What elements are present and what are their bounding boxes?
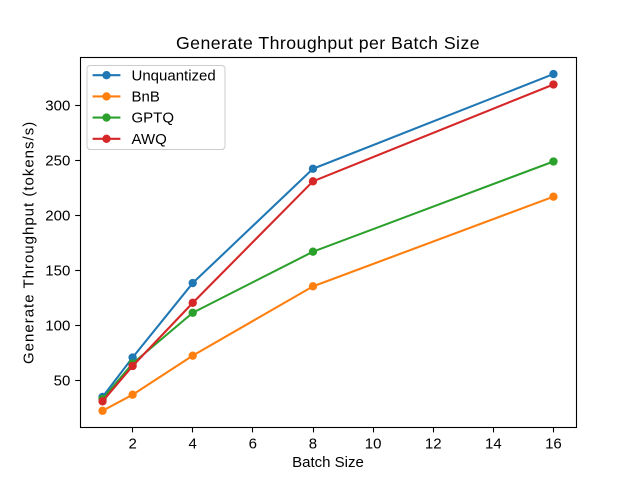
- svg-text:BnB: BnB: [132, 89, 160, 106]
- svg-text:6: 6: [249, 435, 257, 452]
- svg-text:Batch Size: Batch Size: [292, 454, 364, 471]
- svg-text:AWQ: AWQ: [132, 131, 167, 148]
- svg-text:2: 2: [128, 435, 136, 452]
- svg-text:100: 100: [45, 318, 70, 335]
- svg-text:14: 14: [485, 435, 502, 452]
- svg-text:300: 300: [45, 98, 70, 115]
- svg-text:10: 10: [365, 435, 382, 452]
- svg-text:50: 50: [54, 373, 71, 390]
- svg-text:150: 150: [45, 263, 70, 280]
- svg-text:12: 12: [425, 435, 442, 452]
- svg-text:Unquantized: Unquantized: [132, 67, 216, 84]
- svg-text:4: 4: [189, 435, 197, 452]
- svg-text:200: 200: [45, 208, 70, 225]
- svg-text:250: 250: [45, 153, 70, 170]
- svg-text:16: 16: [545, 435, 562, 452]
- svg-text:GPTQ: GPTQ: [132, 110, 175, 127]
- svg-text:Generate Throughput (tokens/s): Generate Throughput (tokens/s): [21, 121, 38, 364]
- svg-text:Generate Throughput per Batch: Generate Throughput per Batch Size: [176, 33, 480, 53]
- svg-text:8: 8: [309, 435, 317, 452]
